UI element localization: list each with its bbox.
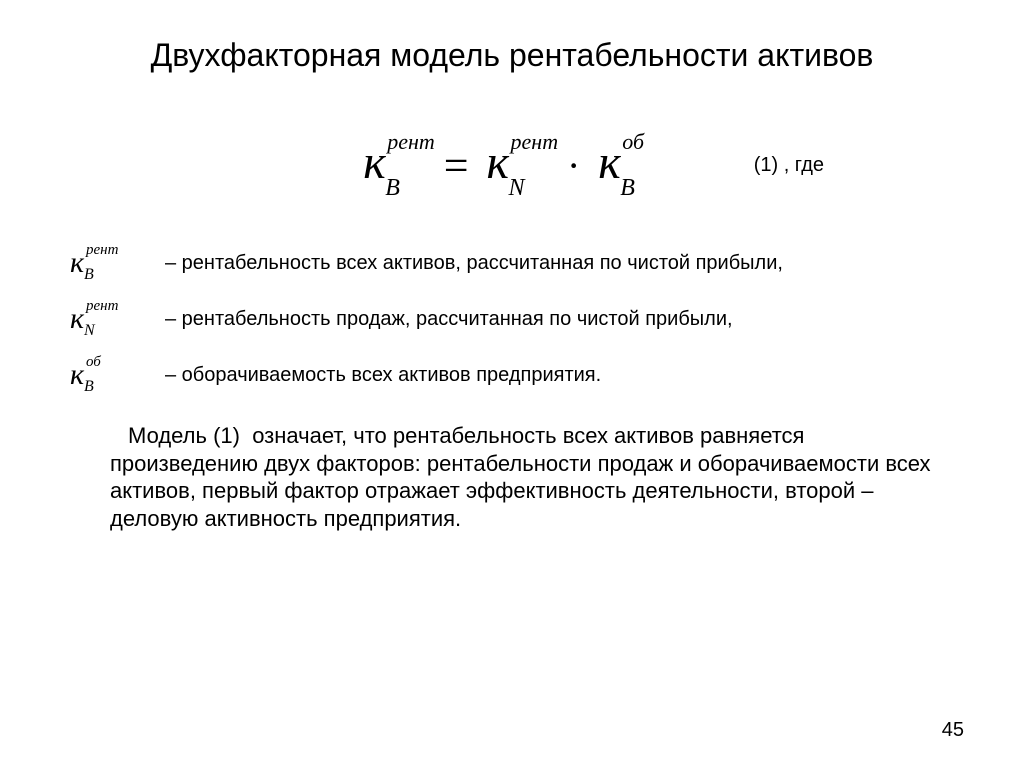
page-title: Двухфакторная модель рентабельности акти… bbox=[60, 35, 964, 75]
definitions-list: к B рент – рентабельность всех активов, … bbox=[70, 246, 964, 392]
page-number: 45 bbox=[942, 719, 964, 742]
formula-rhs1: к N рент bbox=[487, 135, 549, 196]
definition-symbol: к B рент bbox=[70, 246, 165, 280]
definition-row: к B рент – рентабельность всех активов, … bbox=[70, 246, 964, 280]
multiply-dot: · bbox=[567, 146, 580, 186]
formula-label: (1) , где bbox=[754, 154, 824, 177]
main-formula: к B рент = к N рент · к B об (1) , где bbox=[60, 135, 964, 196]
definition-text: – рентабельность продаж, рассчитанная по… bbox=[165, 308, 733, 331]
explanation-paragraph: Модель (1) означает, что рентабельность … bbox=[110, 422, 934, 532]
formula-lhs: к B рент bbox=[363, 135, 425, 196]
definition-symbol: к N рент bbox=[70, 302, 165, 336]
equals-sign: = bbox=[444, 140, 469, 191]
definition-row: к N рент – рентабельность продаж, рассчи… bbox=[70, 302, 964, 336]
definition-text: – рентабельность всех активов, рассчитан… bbox=[165, 252, 783, 275]
definition-symbol: к B об bbox=[70, 358, 165, 392]
definition-text: – оборачиваемость всех активов предприят… bbox=[165, 364, 601, 387]
formula-rhs2: к B об bbox=[598, 135, 660, 196]
definition-row: к B об – оборачиваемость всех активов пр… bbox=[70, 358, 964, 392]
